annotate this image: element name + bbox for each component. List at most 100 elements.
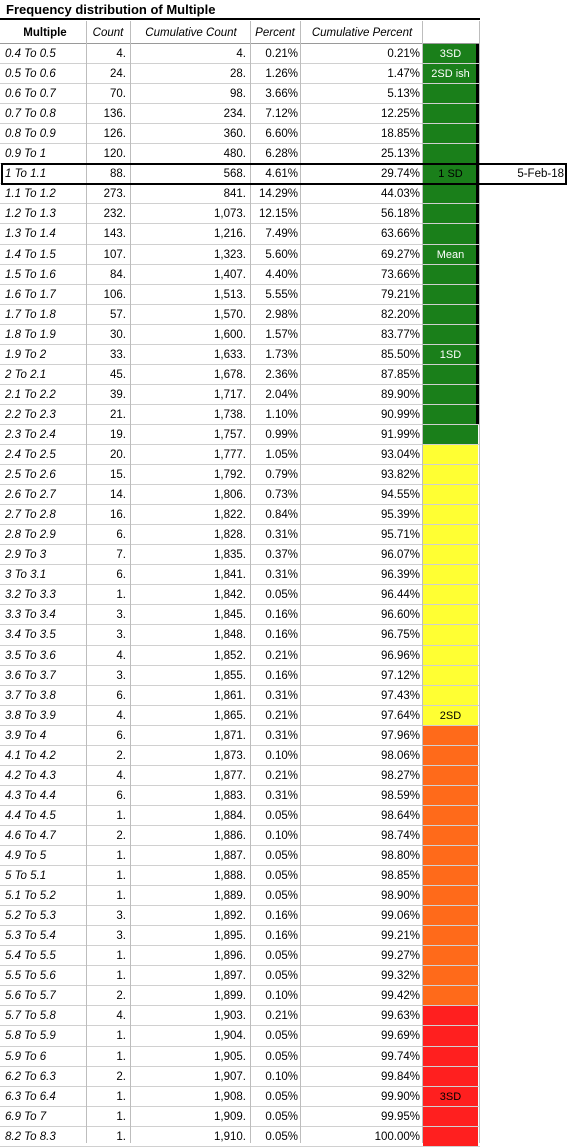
cell-sd-label[interactable] [423, 1006, 478, 1026]
cell-count[interactable]: 6. [116, 569, 126, 582]
cell-cumulative-percent[interactable]: 79.21% [380, 288, 420, 301]
cell-percent[interactable]: 0.37% [265, 549, 298, 562]
cell-cumulative-count[interactable]: 1,905. [214, 1050, 246, 1063]
cell-cumulative-percent[interactable]: 85.50% [380, 348, 420, 361]
table-row[interactable]: 3.5 To 3.6 4. 1,852. 0.21% 96.96% [0, 646, 568, 666]
cell-cumulative-percent[interactable]: 96.44% [380, 589, 420, 602]
cell-cumulative-percent[interactable]: 96.96% [380, 649, 420, 662]
header-cumulative-percent[interactable]: Cumulative Percent [311, 27, 413, 39]
table-row[interactable]: 1.2 To 1.3 232. 1,073. 12.15% 56.18% [0, 204, 568, 224]
table-row[interactable]: 5.2 To 5.3 3. 1,892. 0.16% 99.06% [0, 906, 568, 926]
table-row[interactable]: 0.6 To 0.7 70. 98. 3.66% 5.13% [0, 84, 568, 104]
table-row[interactable]: 4.4 To 4.5 1. 1,884. 0.05% 98.64% [0, 806, 568, 826]
cell-cumulative-count[interactable]: 1,873. [214, 749, 246, 762]
cell-cumulative-percent[interactable]: 99.74% [380, 1050, 420, 1063]
cell-multiple[interactable]: 3.2 To 3.3 [5, 589, 56, 602]
table-row[interactable]: 5.5 To 5.6 1. 1,897. 0.05% 99.32% [0, 966, 568, 986]
cell-cumulative-percent[interactable]: 98.74% [380, 829, 420, 842]
cell-count[interactable]: 4. [116, 48, 126, 60]
cell-cumulative-percent[interactable]: 97.64% [380, 709, 420, 722]
cell-cumulative-percent[interactable]: 95.39% [380, 509, 420, 522]
table-row[interactable]: 3.3 To 3.4 3. 1,845. 0.16% 96.60% [0, 605, 568, 625]
cell-cumulative-count[interactable]: 1,848. [214, 629, 246, 642]
cell-sd-label[interactable] [423, 204, 478, 224]
cell-percent[interactable]: 0.21% [265, 769, 298, 782]
cell-percent[interactable]: 0.05% [265, 1050, 298, 1063]
table-row[interactable]: 0.8 To 0.9 126. 360. 6.60% 18.85% [0, 124, 568, 144]
table-row[interactable]: 6.9 To 7 1. 1,909. 0.05% 99.95% [0, 1107, 568, 1127]
cell-cumulative-percent[interactable]: 97.43% [380, 689, 420, 702]
cell-cumulative-count[interactable]: 1,865. [214, 709, 246, 722]
cell-multiple[interactable]: 4.3 To 4.4 [5, 789, 56, 802]
cell-count[interactable]: 1. [116, 970, 126, 983]
cell-multiple[interactable]: 3.8 To 3.9 [5, 709, 56, 722]
cell-count[interactable]: 24. [110, 68, 126, 81]
cell-count[interactable]: 1. [116, 809, 126, 822]
cell-percent[interactable]: 4.61% [265, 168, 298, 181]
cell-sd-label[interactable] [423, 686, 478, 706]
cell-percent[interactable]: 1.26% [265, 68, 298, 81]
cell-count[interactable]: 7. [116, 549, 126, 562]
cell-cumulative-count[interactable]: 1,678. [214, 368, 246, 381]
cell-cumulative-count[interactable]: 1,899. [214, 990, 246, 1003]
cell-cumulative-percent[interactable]: 44.03% [380, 188, 420, 201]
cell-multiple[interactable]: 0.6 To 0.7 [5, 88, 56, 101]
cell-sd-label[interactable] [423, 766, 478, 786]
cell-multiple[interactable]: 3.4 To 3.5 [5, 629, 56, 642]
cell-sd-label[interactable] [423, 385, 478, 405]
cell-cumulative-count[interactable]: 1,841. [214, 569, 246, 582]
cell-sd-label[interactable] [423, 465, 478, 485]
cell-count[interactable]: 6. [116, 689, 126, 702]
cell-percent[interactable]: 0.31% [265, 789, 298, 802]
cell-cumulative-percent[interactable]: 89.90% [380, 388, 420, 401]
cell-percent[interactable]: 0.21% [265, 1010, 298, 1023]
cell-count[interactable]: 3. [116, 910, 126, 923]
cell-percent[interactable]: 0.05% [265, 1090, 298, 1103]
cell-cumulative-percent[interactable]: 73.66% [380, 268, 420, 281]
table-row[interactable]: 3.2 To 3.3 1. 1,842. 0.05% 96.44% [0, 585, 568, 605]
cell-cumulative-percent[interactable]: 1.47% [387, 68, 420, 81]
cell-count[interactable]: 4. [116, 709, 126, 722]
cell-cumulative-count[interactable]: 1,822. [214, 509, 246, 522]
cell-count[interactable]: 1. [116, 1050, 126, 1063]
cell-sd-label[interactable] [423, 886, 478, 906]
cell-cumulative-percent[interactable]: 25.13% [380, 148, 420, 161]
cell-cumulative-percent[interactable]: 98.85% [380, 870, 420, 883]
cell-sd-label[interactable] [423, 605, 478, 625]
cell-multiple[interactable]: 1.7 To 1.8 [5, 308, 56, 321]
cell-percent[interactable]: 3.66% [265, 88, 298, 101]
cell-multiple[interactable]: 5.5 To 5.6 [5, 970, 56, 983]
cell-cumulative-count[interactable]: 1,861. [214, 689, 246, 702]
cell-count[interactable]: 33. [110, 348, 126, 361]
cell-count[interactable]: 106. [103, 288, 126, 301]
cell-multiple[interactable]: 2.2 To 2.3 [5, 408, 56, 421]
cell-count[interactable]: 2. [116, 749, 126, 762]
cell-percent[interactable]: 0.05% [265, 950, 298, 963]
cell-count[interactable]: 1. [116, 1130, 126, 1143]
cell-cumulative-count[interactable]: 1,852. [214, 649, 246, 662]
table-row[interactable]: 0.5 To 0.6 24. 28. 1.26% 1.47% 2SD ish [0, 64, 568, 84]
cell-cumulative-percent[interactable]: 98.64% [380, 809, 420, 822]
cell-sd-label[interactable] [423, 525, 478, 545]
cell-count[interactable]: 1. [116, 950, 126, 963]
cell-sd-label[interactable] [423, 646, 478, 666]
cell-cumulative-count[interactable]: 1,907. [214, 1070, 246, 1083]
table-row[interactable]: 3 To 3.1 6. 1,841. 0.31% 96.39% [0, 565, 568, 585]
table-row[interactable]: 6.3 To 6.4 1. 1,908. 0.05% 99.90% 3SD [0, 1087, 568, 1107]
cell-cumulative-percent[interactable]: 91.99% [380, 428, 420, 441]
cell-multiple[interactable]: 5.2 To 5.3 [5, 910, 56, 923]
cell-count[interactable]: 126. [103, 128, 126, 141]
cell-sd-label[interactable]: 3SD [439, 1090, 462, 1103]
cell-count[interactable]: 6. [116, 789, 126, 802]
cell-multiple[interactable]: 3.3 To 3.4 [5, 609, 56, 622]
cell-cumulative-count[interactable]: 4. [236, 48, 246, 60]
cell-sd-label[interactable] [423, 1067, 478, 1087]
cell-percent[interactable]: 0.99% [265, 428, 298, 441]
cell-multiple[interactable]: 5 To 5.1 [5, 870, 47, 883]
cell-cumulative-count[interactable]: 234. [223, 108, 246, 121]
cell-sd-label[interactable] [423, 806, 478, 826]
cell-sd-label[interactable]: Mean [436, 248, 465, 261]
table-row[interactable]: 5.8 To 5.9 1. 1,904. 0.05% 99.69% [0, 1026, 568, 1046]
cell-sd-label[interactable] [423, 545, 478, 565]
cell-percent[interactable]: 2.04% [265, 388, 298, 401]
